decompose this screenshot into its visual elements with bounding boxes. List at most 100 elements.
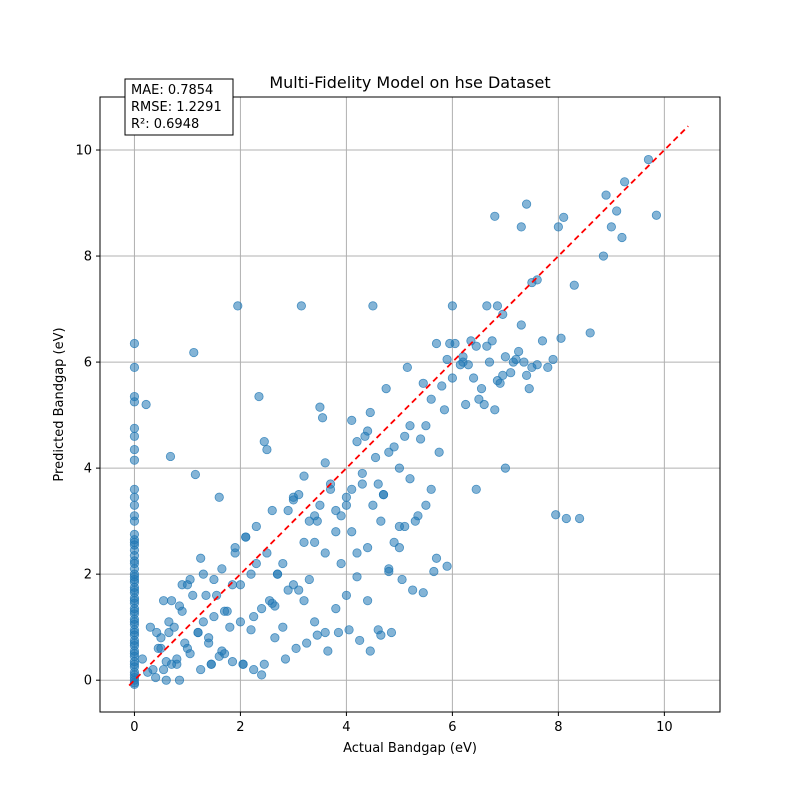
data-point <box>288 492 299 502</box>
r2-text: R²: 0.6948 <box>131 117 199 132</box>
data-point <box>532 360 542 370</box>
data-point <box>620 177 630 187</box>
data-point <box>331 505 341 516</box>
data-point <box>209 574 219 585</box>
y-tick-label: 2 <box>84 568 92 583</box>
data-point <box>198 569 208 579</box>
data-point <box>532 275 542 285</box>
data-point <box>370 452 381 463</box>
data-point <box>352 572 362 582</box>
data-point <box>315 500 325 510</box>
data-point <box>643 154 654 165</box>
data-point <box>246 569 256 579</box>
data-point <box>219 606 230 616</box>
data-point <box>331 604 341 614</box>
plot-area-frame <box>99 96 721 713</box>
data-point <box>152 627 162 638</box>
data-point <box>129 617 140 627</box>
data-point <box>482 341 492 351</box>
data-point <box>129 638 140 648</box>
data-point <box>129 455 140 465</box>
data-point <box>651 210 662 220</box>
y-axis-label: Predicted Bandgap (eV) <box>52 327 67 481</box>
data-point <box>129 484 140 494</box>
data-point <box>508 357 518 367</box>
data-point <box>474 394 484 404</box>
data-point <box>397 574 407 585</box>
y-axis-ticks: 0 2 4 6 8 10 <box>75 144 100 689</box>
x-tick-label: 8 <box>554 720 562 735</box>
data-point <box>551 510 561 520</box>
data-point <box>323 646 333 656</box>
data-point <box>259 437 269 447</box>
mae-text: MAE: 0.7854 <box>131 83 213 98</box>
data-point <box>360 431 370 441</box>
data-point <box>204 638 214 648</box>
data-point <box>400 431 410 441</box>
data-point <box>257 604 267 614</box>
data-point <box>278 622 288 632</box>
data-point <box>341 500 352 510</box>
data-point <box>431 553 442 563</box>
data-point <box>129 423 140 433</box>
y-tick-label: 4 <box>84 462 92 477</box>
y-tick-label: 0 <box>84 674 92 689</box>
data-point <box>442 354 452 365</box>
data-point <box>437 381 447 391</box>
data-point <box>617 232 627 243</box>
x-tick-label: 10 <box>656 720 673 735</box>
data-point <box>514 346 524 357</box>
data-point <box>365 646 375 656</box>
data-point <box>129 516 140 526</box>
data-point <box>569 280 579 290</box>
data-point <box>490 211 500 221</box>
data-point <box>211 590 222 600</box>
data-point <box>235 580 246 590</box>
data-point <box>368 301 378 311</box>
data-point <box>357 479 367 489</box>
data-point <box>182 580 193 590</box>
data-point <box>174 601 185 611</box>
data-point <box>498 309 508 319</box>
data-point <box>198 617 208 627</box>
data-point <box>310 537 320 547</box>
data-point <box>381 383 391 394</box>
data-point <box>341 590 352 600</box>
data-point <box>225 622 235 632</box>
data-point <box>129 537 140 547</box>
data-point <box>241 532 251 542</box>
data-point <box>302 638 312 648</box>
data-point <box>500 352 510 362</box>
data-point <box>410 516 420 526</box>
data-point <box>365 407 375 418</box>
data-point <box>344 625 354 635</box>
data-point <box>129 431 140 441</box>
data-point <box>304 574 314 585</box>
data-point <box>246 625 256 635</box>
data-point <box>201 590 211 600</box>
data-point <box>612 206 622 216</box>
data-point <box>267 505 277 516</box>
x-tick-label: 2 <box>236 720 244 735</box>
data-point <box>439 405 450 415</box>
data-point <box>333 627 344 638</box>
data-point <box>405 474 415 484</box>
data-point <box>129 606 140 616</box>
data-point <box>299 471 309 481</box>
data-point <box>537 336 548 346</box>
data-point <box>442 561 452 571</box>
data-point <box>251 558 261 569</box>
data-point <box>137 654 147 664</box>
data-point <box>141 399 151 410</box>
data-point <box>235 617 246 627</box>
data-point <box>315 402 325 412</box>
data-point <box>466 336 476 346</box>
data-point <box>543 362 553 372</box>
data-point <box>426 394 436 404</box>
data-point <box>341 492 352 502</box>
reference-line <box>128 125 689 687</box>
data-point <box>296 301 306 311</box>
data-point <box>500 463 510 473</box>
data-point <box>482 301 492 311</box>
